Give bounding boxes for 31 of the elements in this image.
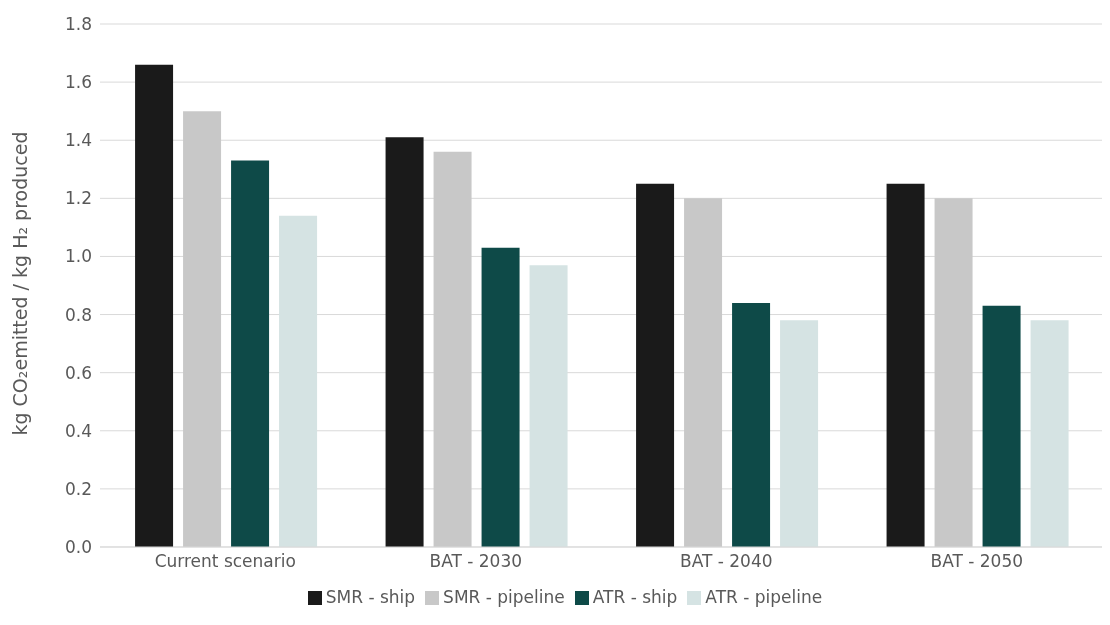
bar (684, 198, 723, 547)
x-tick-label: Current scenario (154, 551, 296, 572)
bar (732, 302, 771, 547)
legend-label: SMR - pipeline (443, 587, 565, 607)
y-tick-label: 1.2 (64, 188, 92, 209)
y-tick-label: 1.0 (64, 246, 92, 267)
x-tick-label: BAT - 2050 (930, 551, 1024, 572)
bar (231, 160, 270, 547)
legend-label: ATR - ship (592, 587, 678, 607)
y-tick-label: 0.4 (64, 420, 92, 441)
legend-label: SMR - ship (325, 587, 416, 607)
y-tick-label: 1.8 (64, 14, 92, 35)
y-axis-title: kg CO₂emitted / kg H₂ produced (8, 131, 31, 436)
bar (385, 137, 424, 547)
y-tick-label: 0.2 (64, 478, 92, 499)
x-tick-label: BAT - 2040 (679, 551, 773, 572)
bar (481, 247, 520, 547)
bar (135, 64, 174, 547)
bar (636, 183, 675, 547)
y-tick-label: 1.4 (64, 130, 92, 151)
y-tick-label: 0.6 (64, 362, 92, 383)
x-tick-label: BAT - 2030 (429, 551, 523, 572)
bar (934, 198, 973, 547)
y-tick-label: 0.8 (64, 304, 92, 325)
bar (183, 111, 222, 547)
bar (886, 183, 925, 547)
y-tick-label: 0.0 (64, 537, 92, 558)
bar (433, 151, 472, 547)
y-tick-label: 1.6 (64, 72, 92, 93)
bar (982, 305, 1021, 547)
legend-label: ATR - pipeline (705, 587, 823, 607)
